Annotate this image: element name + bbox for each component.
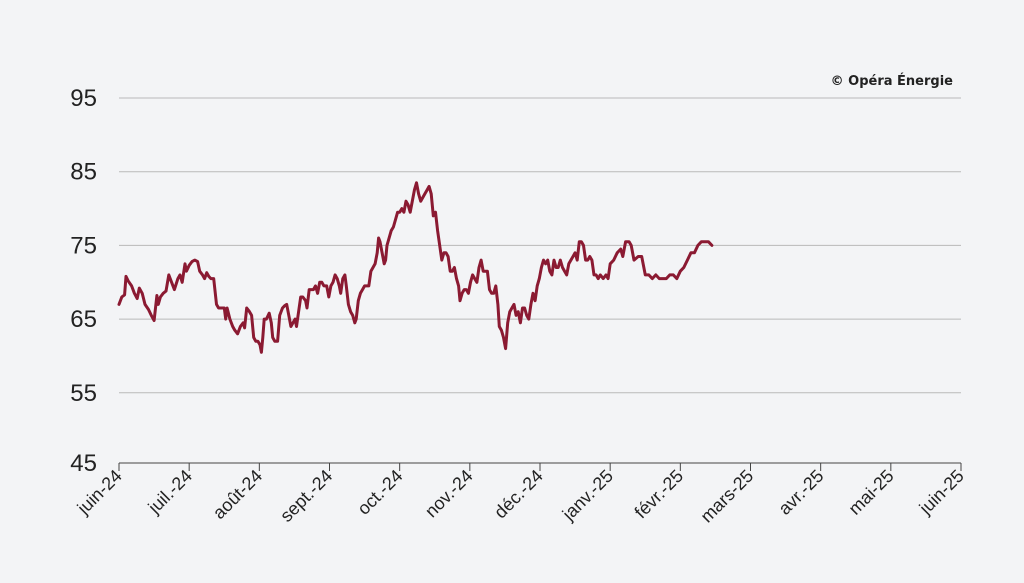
y-tick-label: 95 (70, 85, 97, 112)
x-tick-label: avr.-25 (774, 466, 827, 519)
x-tick-label: janv.-25 (558, 466, 617, 525)
y-tick-label: 65 (70, 306, 97, 333)
series-line (117, 181, 714, 354)
chart-credit: © Opéra Énergie (831, 73, 954, 89)
y-tick-label: 75 (70, 232, 97, 259)
x-tick-label: août-24 (209, 466, 266, 523)
x-tick-label: nov.-24 (421, 466, 477, 522)
y-axis-ticks: 95 85 75 65 55 45 (70, 85, 97, 477)
x-tick-label: mai-25 (845, 466, 898, 519)
y-tick-label: 45 (70, 450, 97, 477)
y-tick-label: 55 (70, 380, 97, 407)
x-tick-label: juin-25 (915, 466, 968, 519)
x-tick-label: juil.-24 (144, 466, 196, 518)
x-axis-ticks: juin-24 juil.-24 août-24 sept.-24 oct.-24 nov… (73, 463, 968, 527)
series-layer (117, 181, 714, 354)
x-tick-label: mars-25 (697, 466, 758, 527)
x-tick-label: févr.-25 (631, 466, 688, 523)
y-tick-label: 85 (70, 159, 97, 186)
x-tick-label: déc.-24 (490, 466, 547, 523)
gridlines (119, 97, 961, 394)
x-tick-label: sept.-24 (276, 466, 336, 526)
x-tick-label: oct.-24 (353, 466, 406, 519)
